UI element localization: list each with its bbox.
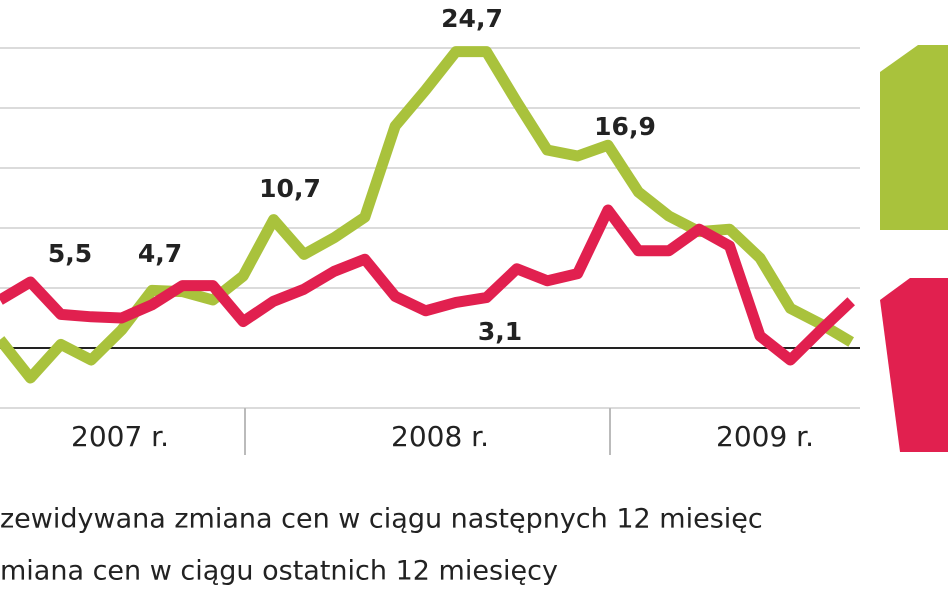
year-label: 2007 r. xyxy=(71,420,169,453)
annotation: 4,7 xyxy=(138,239,182,268)
badge xyxy=(880,45,948,230)
year-label: 2009 r. xyxy=(716,420,814,453)
annotation: 24,7 xyxy=(441,4,503,33)
annotation: 5,5 xyxy=(48,239,92,268)
lines xyxy=(0,46,855,384)
annotation: 10,7 xyxy=(259,174,321,203)
legend-label: miana cen w ciągu ostatnich 12 miesięcy xyxy=(0,556,558,587)
grid xyxy=(0,47,860,409)
annotation: 3,1 xyxy=(478,317,522,346)
year-label: 2008 r. xyxy=(391,420,489,453)
badge xyxy=(880,278,948,452)
series-line xyxy=(0,46,855,384)
legend-label: zewidywana zmiana cen w ciągu następnych… xyxy=(0,504,763,535)
series-line xyxy=(0,204,855,366)
annotation: 16,9 xyxy=(594,112,656,141)
